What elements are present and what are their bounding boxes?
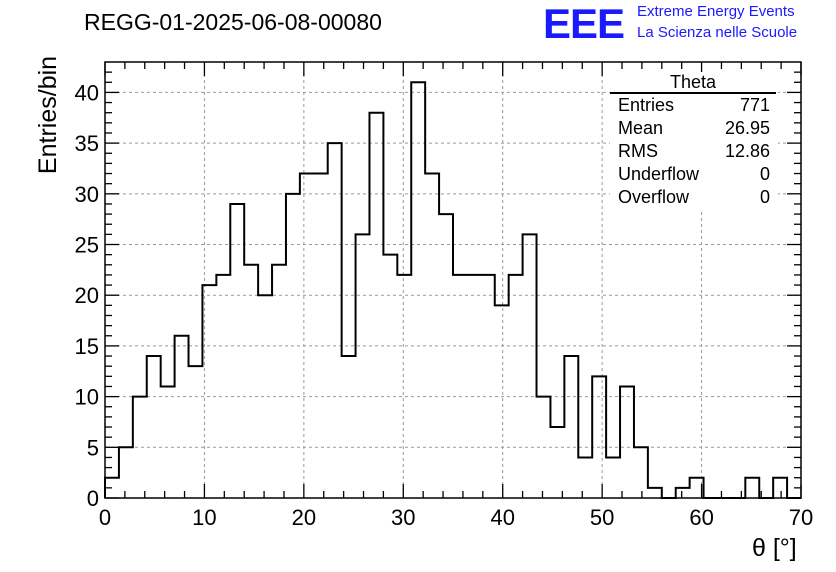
stats-label: Overflow — [618, 187, 690, 207]
histogram-bin — [189, 366, 203, 498]
stats-row-underflow: Underflow 0 — [610, 163, 778, 186]
histogram-bin — [397, 275, 411, 498]
histogram-bin — [620, 386, 634, 498]
stats-label: Mean — [618, 118, 664, 138]
histogram-series — [104, 81, 801, 499]
y-axis-label: Entries/bin — [34, 55, 62, 175]
histogram-bin — [272, 265, 286, 498]
axes — [104, 61, 802, 499]
histogram-bin — [523, 234, 537, 498]
histogram-bin — [133, 397, 147, 498]
x-tick-label: 50 — [590, 505, 614, 530]
histogram-bin — [411, 82, 425, 498]
histogram-bin — [369, 113, 383, 498]
histogram-bin — [453, 275, 467, 498]
stats-box: Theta Entries 771 Mean 26.95 RMS 12.86 U… — [610, 72, 778, 209]
chart-title: REGG-01-2025-06-08-00080 — [84, 9, 382, 35]
stats-value: 12.86 — [724, 141, 770, 161]
y-tick-label: 30 — [75, 182, 99, 207]
x-tick-label: 20 — [292, 505, 316, 530]
histogram-bin — [481, 275, 495, 498]
histogram-bin — [147, 356, 161, 498]
histogram-bin — [175, 336, 189, 498]
x-tick-label: 30 — [391, 505, 415, 530]
plot-frame — [104, 61, 802, 499]
histogram-bin — [634, 447, 648, 498]
histogram-bin — [216, 275, 230, 498]
histogram-bin — [314, 174, 328, 498]
histogram-outline — [104, 81, 801, 499]
x-tick-label: 0 — [99, 505, 111, 530]
histogram-bin — [648, 488, 662, 498]
histogram-bin — [300, 174, 314, 498]
stats-row-overflow: Overflow 0 — [610, 186, 778, 209]
logo-subtitle-2: La Scienza nelle Scuole — [637, 24, 798, 41]
histogram-bin — [342, 356, 356, 498]
histogram-bin — [606, 457, 620, 498]
x-tick-label: 70 — [789, 505, 813, 530]
y-axis-label-container: Entries/bin — [6, 56, 62, 215]
stats-row-rms: RMS 12.86 — [610, 140, 778, 163]
stats-row-entries: Entries 771 — [610, 94, 778, 117]
histogram-bin — [550, 427, 564, 498]
histogram-bin — [439, 214, 453, 498]
histogram-bin — [467, 275, 481, 498]
y-tick-label: 40 — [75, 80, 99, 105]
y-tick-label: 5 — [87, 435, 99, 460]
histogram-bin — [495, 305, 509, 498]
histogram-bin — [244, 265, 258, 498]
logo-subtitle-1: Extreme Energy Events — [637, 3, 795, 20]
histogram-bin — [773, 478, 787, 498]
y-tick-label: 35 — [75, 131, 99, 156]
histogram-bin — [161, 386, 175, 498]
histogram-bin — [356, 234, 370, 498]
histogram-bin — [578, 457, 592, 498]
stats-value: 0 — [759, 187, 770, 207]
stats-title: Theta — [610, 72, 776, 94]
histogram-bin — [564, 356, 578, 498]
y-tick-label: 15 — [75, 334, 99, 359]
histogram-bin — [425, 174, 439, 498]
stats-label: RMS — [618, 141, 658, 161]
x-tick-label: 40 — [490, 505, 514, 530]
histogram-bin — [230, 204, 244, 498]
histogram-bin — [328, 143, 342, 498]
histogram-bin — [509, 275, 523, 498]
y-tick-label: 0 — [87, 486, 99, 511]
x-axis-label: θ [°] — [752, 534, 797, 562]
eee-logo: EEE — [543, 0, 625, 47]
histogram-bin — [745, 478, 759, 498]
tick-labels: 0 10 20 30 40 50 60 70 0 5 10 15 20 25 30 35 40 — [75, 80, 814, 530]
grid-lines — [105, 62, 801, 498]
y-tick-label: 10 — [75, 385, 99, 410]
y-tick-label: 20 — [75, 283, 99, 308]
histogram-bin — [592, 376, 606, 498]
stats-label: Entries — [618, 95, 675, 115]
stats-value: 0 — [759, 164, 770, 184]
x-tick-label: 60 — [689, 505, 713, 530]
stats-value: 771 — [739, 95, 770, 115]
histogram-bin — [383, 255, 397, 498]
stats-row-mean: Mean 26.95 — [610, 117, 778, 140]
stats-label: Underflow — [618, 164, 700, 184]
stats-value: 26.95 — [724, 118, 770, 138]
histogram-bin — [119, 447, 133, 498]
x-tick-label: 10 — [192, 505, 216, 530]
y-tick-label: 25 — [75, 233, 99, 258]
histogram-bin — [676, 488, 690, 498]
